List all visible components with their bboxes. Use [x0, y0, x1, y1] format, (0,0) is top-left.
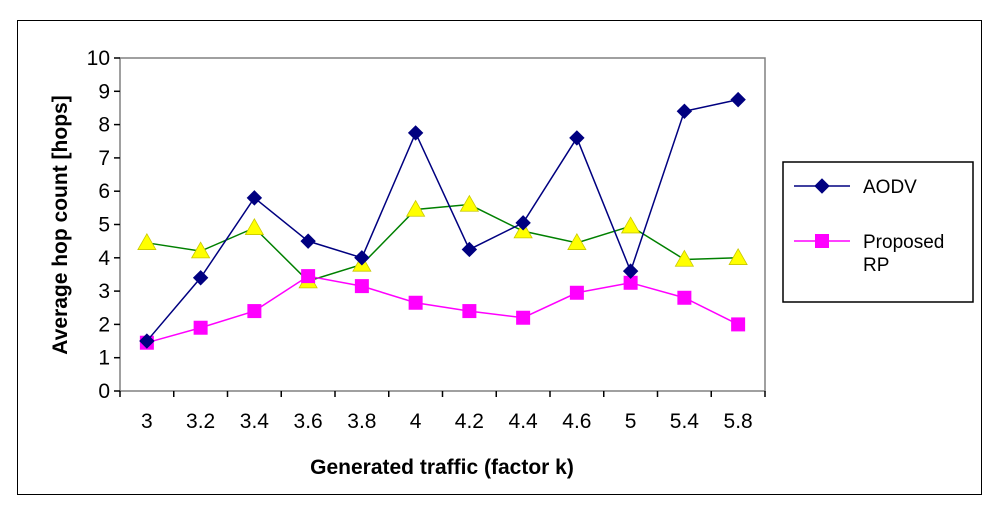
data-point — [301, 269, 316, 284]
x-axis-title: Generated traffic (factor k) — [310, 456, 574, 479]
data-point — [300, 233, 316, 249]
y-tick-label: 8 — [98, 114, 110, 137]
data-point — [137, 233, 157, 250]
data-point — [731, 317, 746, 332]
legend-label: AODV — [863, 177, 917, 198]
data-point — [246, 190, 263, 206]
data-point — [354, 279, 369, 294]
plot-area — [119, 57, 766, 392]
data-point — [462, 304, 477, 319]
data-point — [620, 216, 641, 234]
y-tick-label: 2 — [98, 313, 110, 336]
y-tick-label: 7 — [98, 147, 110, 170]
x-tick-label: 5 — [625, 410, 637, 433]
data-point — [676, 103, 693, 119]
data-point — [139, 333, 155, 349]
x-tick-label: 3.2 — [186, 410, 215, 433]
data-point — [569, 130, 585, 146]
y-tick-label: 10 — [87, 47, 110, 70]
data-point — [408, 295, 423, 310]
y-tick-label: 1 — [98, 347, 110, 370]
data-point — [461, 241, 478, 258]
series-aodv — [139, 91, 746, 349]
x-tick-label: 3.4 — [240, 410, 270, 433]
data-point — [247, 304, 262, 319]
y-tick-label: 5 — [98, 214, 110, 237]
data-point — [354, 250, 370, 266]
x-tick-label: 4.2 — [455, 410, 484, 433]
series-line — [146, 275, 739, 344]
data-point — [190, 241, 211, 259]
legend-marker — [815, 234, 829, 248]
y-tick-label: 6 — [98, 180, 110, 203]
y-tick-label: 3 — [98, 280, 110, 303]
legend-marker — [814, 178, 830, 194]
x-tick-label: 5.4 — [670, 410, 700, 433]
series-unnamed — [137, 194, 748, 289]
data-point — [677, 290, 692, 305]
legend-label: RP — [863, 255, 889, 276]
y-tick-label: 9 — [98, 80, 110, 103]
data-point — [459, 194, 480, 212]
data-point — [728, 247, 748, 265]
data-point — [192, 270, 209, 286]
legend-label: Proposed — [863, 232, 944, 253]
x-tick-label: 3.6 — [294, 410, 323, 433]
series-proposed-rp — [139, 269, 746, 350]
data-point — [623, 275, 638, 290]
data-point — [516, 310, 531, 325]
data-point — [193, 320, 208, 335]
x-tick-label: 5.8 — [724, 410, 753, 433]
data-point — [405, 199, 426, 217]
chart-frame — [17, 20, 982, 495]
y-axis-title: Average hop count [hops] — [49, 95, 72, 354]
data-point — [407, 125, 424, 141]
data-point — [674, 249, 695, 267]
data-point — [569, 285, 584, 300]
x-tick-label: 3.8 — [347, 410, 376, 433]
x-tick-label: 4 — [410, 410, 422, 433]
data-point — [730, 91, 746, 108]
x-tick-label: 3 — [141, 410, 153, 433]
y-tick-label: 4 — [98, 247, 110, 270]
data-point — [515, 215, 531, 231]
y-tick-label: 0 — [98, 380, 110, 403]
data-point — [622, 263, 639, 279]
data-point — [567, 233, 587, 250]
x-tick-label: 4.4 — [509, 410, 539, 433]
data-point — [244, 218, 265, 235]
legend-item: AODV — [794, 177, 917, 198]
x-tick-label: 4.6 — [562, 410, 591, 433]
series-line — [146, 98, 739, 342]
series-line — [146, 203, 739, 282]
